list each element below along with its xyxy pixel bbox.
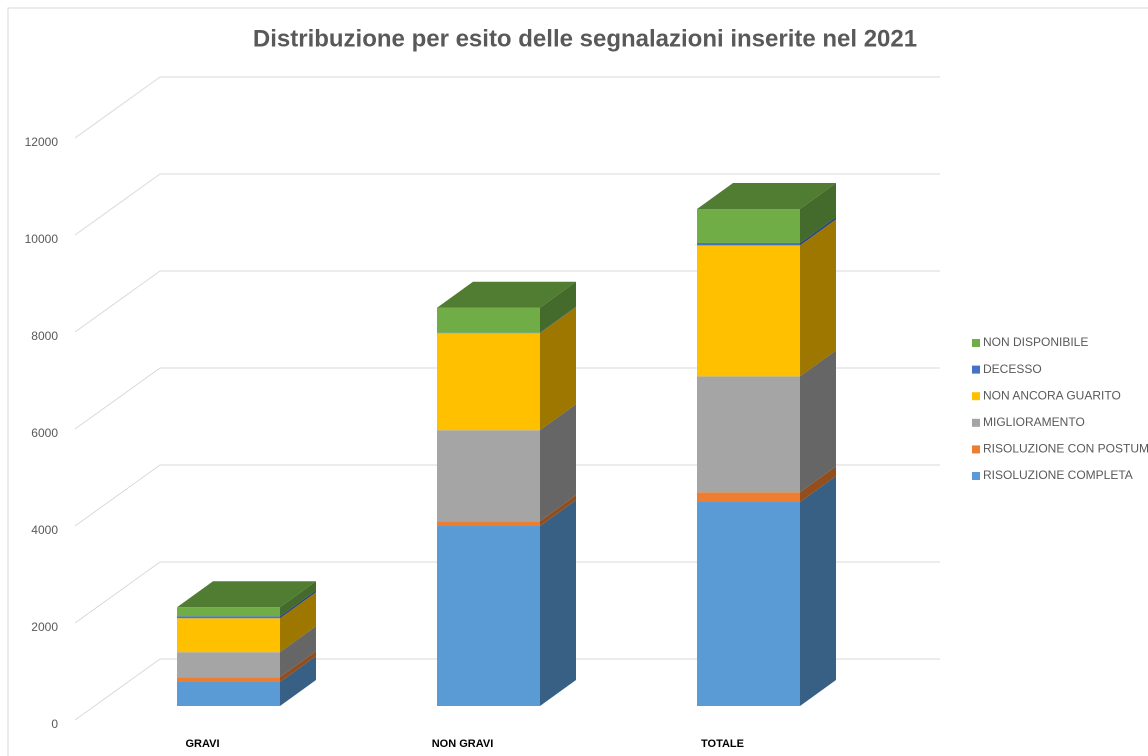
legend-label: RISOLUZIONE CON POSTUMI [983, 442, 1148, 456]
x-tick-label: NON GRAVI [432, 738, 494, 750]
bar-segment-side [280, 626, 316, 678]
bar-segment [437, 307, 540, 333]
bar-segment [697, 492, 800, 503]
y-tick-label: 0 [51, 717, 58, 731]
bar-segment-side [800, 216, 836, 246]
grid-line [74, 658, 161, 721]
bar-segment-side [280, 590, 316, 619]
chart-title: Distribuzione per esito delle segnalazio… [253, 25, 917, 52]
y-tick-label: 8000 [31, 329, 58, 343]
bar-segment [697, 242, 800, 246]
bar-segment-side [280, 592, 316, 653]
legend-swatch [972, 339, 980, 347]
bar-segment-side [540, 404, 576, 522]
bar-segment-side [800, 466, 836, 503]
grid-line [74, 367, 161, 430]
y-tick-label: 2000 [31, 620, 58, 634]
bar-top [697, 183, 836, 210]
y-tick-label: 10000 [25, 232, 59, 246]
bar-segment-side [540, 500, 576, 706]
bar-segment [437, 333, 540, 431]
bar-segment-side [800, 219, 836, 377]
bar-segment-side [800, 476, 836, 706]
bar-segment [437, 430, 540, 522]
bar-segment-side [540, 281, 576, 333]
bar-segment [697, 376, 800, 493]
x-tick-label: TOTALE [701, 738, 744, 750]
x-tick-label: GRAVI [185, 738, 219, 750]
grid-line [74, 270, 161, 333]
grid-line [74, 76, 161, 139]
bar-segment [697, 209, 800, 243]
legend-swatch [972, 418, 980, 427]
bar-segment-side [800, 183, 836, 243]
bar-segment-side [800, 350, 836, 493]
legend-label: MIGLIORAMENTO [983, 415, 1085, 429]
y-tick-label: 12000 [25, 135, 59, 149]
bar-segment [697, 245, 800, 377]
bar-segment [177, 681, 280, 706]
legend-label: NON DISPONIBILE [983, 335, 1088, 349]
y-tick-label: 6000 [31, 426, 58, 440]
bar-segment-side [540, 495, 576, 527]
bar-segment-side [540, 306, 576, 334]
grid-line [74, 561, 161, 624]
legend-label: DECESSO [983, 362, 1042, 376]
grid-line [74, 464, 161, 527]
bar-segment [177, 677, 280, 682]
bar-top [177, 581, 316, 608]
legend-swatch [972, 472, 980, 480]
grid-line [74, 173, 161, 236]
bar-segment-side [280, 651, 316, 682]
legend-swatch [972, 392, 980, 401]
y-tick-label: 4000 [31, 523, 58, 537]
legend-label: NON ANCORA GUARITO [983, 388, 1121, 402]
bar-segment-side [540, 307, 576, 431]
bar-segment [437, 526, 540, 706]
bar-segment [437, 521, 540, 527]
bar-segment [177, 618, 280, 653]
legend-label: RISOLUZIONE COMPLETA [983, 468, 1133, 482]
bar-segment [177, 607, 280, 617]
bar-segment-side [280, 581, 316, 617]
bar-segment [697, 502, 800, 706]
bar-segment [177, 652, 280, 678]
bar-top [437, 281, 576, 308]
bar-segment-side [280, 655, 316, 706]
bar-segment [177, 616, 280, 619]
legend-swatch [972, 365, 980, 374]
legend-swatch [972, 445, 980, 454]
